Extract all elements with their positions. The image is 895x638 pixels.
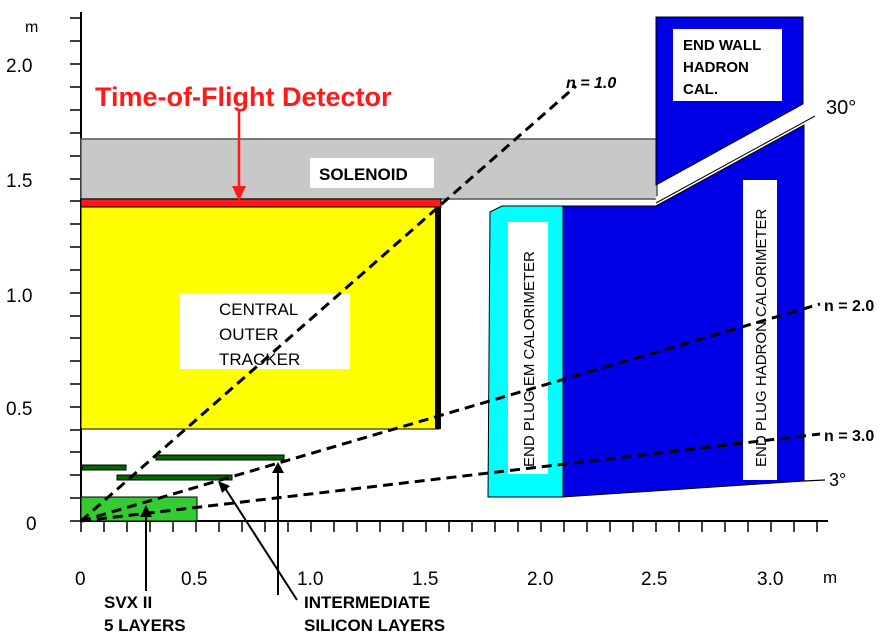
time-of-flight-strip [80,198,442,208]
end-wall-label-line-3: CAL. [683,81,718,98]
y-tick-1-5: 1.5 [6,171,32,192]
solenoid-label: SOLENOID [319,165,408,184]
tof-label: Time-of-Flight Detector [95,82,392,112]
solenoid-label-box [310,158,434,188]
svx-label-line-1: SVX II [104,593,152,612]
cot-label-box [180,293,350,369]
eta-1-label: n = 1.0 [566,75,616,92]
y-unit-label: m [25,19,38,36]
svx-arrow-head [140,505,152,517]
cot-right-edge [435,207,441,429]
eta-3-label: n = 3.0 [824,428,874,445]
y-tick-1-0: 1.0 [6,286,32,307]
tof-arrow-head [232,186,246,201]
end-plug-hadron-label: END PLUG HADRON CALORIMETER [753,208,770,467]
y-minor-ticks [70,17,81,522]
x-tick-1-5: 1.5 [412,569,438,590]
y-tick-0: 0 [26,514,37,535]
cot-label-line-3: TRACKER [219,350,300,369]
x-tick-2-0: 2.0 [527,569,553,590]
end-plug-em-label-box [508,222,548,474]
svx-label-line-2: 5 LAYERS [104,616,186,635]
thirty-degree-line [655,110,816,201]
x-tick-1-0: 1.0 [297,569,323,590]
end-wall-label-box [673,29,782,101]
x-unit-label: m [823,568,837,587]
eta-2-line [80,302,821,523]
y-tick-0-5: 0.5 [6,399,32,420]
x-tick-3-0: 3.0 [757,569,783,590]
cot-label-line-1: CENTRAL [219,300,298,319]
three-degree-line [803,479,826,482]
end-wall-label-line-2: HADRON [683,59,749,76]
end-plug-hadron-label-box [743,180,777,480]
isl-label-line-1: INTERMEDIATE [304,593,430,612]
x-tick-0: 0 [75,569,86,590]
cot-label-line-2: OUTER [219,325,279,344]
eta-3-line [80,432,821,523]
silicon-layer-2 [116,474,233,481]
x-tick-0-5: 0.5 [181,569,207,590]
thirty-degree-label: 30° [826,97,856,119]
isl-label-line-2: SILICON LAYERS [304,616,445,635]
silicon-layer-1 [81,464,127,471]
x-tick-2-5: 2.5 [641,569,667,590]
y-tick-2-0: 2.0 [6,56,32,77]
end-wall-label-line-1: END WALL [683,37,761,54]
silicon-layer-3 [155,454,285,461]
isl-arrow-1-head [218,481,230,493]
thirty-degree-line-edge [655,115,816,204]
eta-lines [80,84,821,523]
isl-arrow-1-shaft [224,487,298,601]
x-minor-ticks [80,521,818,532]
eta-2-label: n = 2.0 [824,298,874,315]
isl-arrow-2-head [272,462,284,473]
three-degree-label: 3° [829,470,846,490]
end-plug-em-label: END PLUG EM CALORIMETER [521,251,538,467]
eta-1-line [80,84,577,523]
